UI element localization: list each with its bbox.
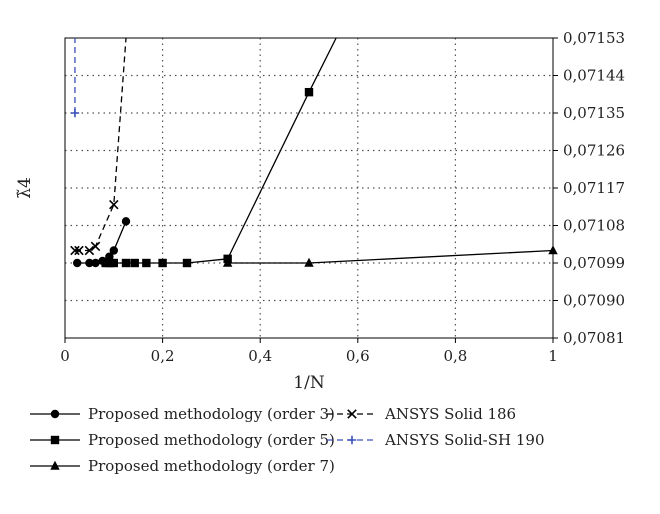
legend-marker-x [347,409,357,419]
y-tick-label: 0,07108 [563,217,625,235]
x-tick-label: 0,8 [443,347,467,365]
legend: Proposed methodology (order 3) Proposed m… [30,405,545,475]
series-5 [70,38,80,118]
data-point-circle [73,258,82,268]
legend-marker-triangle [50,460,60,470]
data-point-x [109,199,119,210]
data-point-square [182,258,192,268]
y-tick-label: 0,07099 [563,254,625,272]
grid-lines [65,38,553,338]
x-tick-label: 0,4 [248,347,272,365]
data-point-square [130,258,139,268]
x-tick-label: 0 [60,347,70,365]
legend-marker-plus [347,435,357,445]
data-point-square [304,87,314,97]
y-tick-label: 0,07090 [563,292,625,310]
data-point-square [109,258,118,268]
series-line [227,249,554,264]
data-point-triangle [304,257,314,267]
series-3 [222,245,558,267]
legend-item: Proposed methodology (order 3) [30,405,335,423]
data-point-x [74,245,84,256]
series-group [70,37,558,268]
legend-label: Proposed methodology (order 7) [88,457,335,475]
legend-item: Proposed methodology (order 7) [30,457,335,475]
legend-marker-circle [50,409,60,419]
series-2 [101,37,337,268]
x-tick-label: 1 [548,347,558,365]
legend-label: Proposed methodology (order 5) [88,431,335,449]
x-tick-label: 0,2 [151,347,175,365]
legend-label: ANSYS Solid 186 [384,405,516,423]
data-point-square [121,258,131,268]
legend-item: ANSYS Solid 186 [327,405,516,423]
series-4 [70,37,127,256]
data-point-x [70,245,80,256]
x-axis-label: 1/N [293,373,325,393]
plot-area-frame [64,37,554,339]
legend-item: Proposed methodology (order 5) [30,431,335,449]
y-tick-label: 0,07126 [563,142,625,160]
data-point-plus [70,108,80,118]
y-axis-label: λ̃4 [15,177,35,199]
data-point-circle [109,246,119,255]
legend-label: ANSYS Solid-SH 190 [384,431,545,449]
y-tick-label: 0,07081 [563,329,625,347]
axis-ticks: 0 0,2 0,4 0,6 0,8 1 0,07081 0,07090 0,07099 0,071… [60,29,625,365]
y-tick-label: 0,07144 [563,67,625,85]
legend-marker-square [50,435,60,445]
data-point-x [84,245,95,256]
legend-label: Proposed methodology (order 3) [88,405,335,423]
data-point-circle [85,258,94,268]
series-line [77,221,127,264]
series-line [74,37,127,252]
data-point-square [158,258,167,268]
data-point-circle [91,258,100,268]
data-point-triangle [548,245,558,255]
legend-item: ANSYS Solid-SH 190 [327,431,545,449]
data-point-square [142,258,151,268]
y-tick-label: 0,07117 [563,179,625,197]
data-point-square [105,258,114,268]
data-point-triangle [222,257,233,267]
y-tick-label: 0,07153 [563,29,625,47]
y-tick-label: 0,07135 [563,104,625,122]
data-point-circle [121,217,131,226]
x-tick-label: 0,6 [346,347,370,365]
data-point-x [90,241,101,252]
